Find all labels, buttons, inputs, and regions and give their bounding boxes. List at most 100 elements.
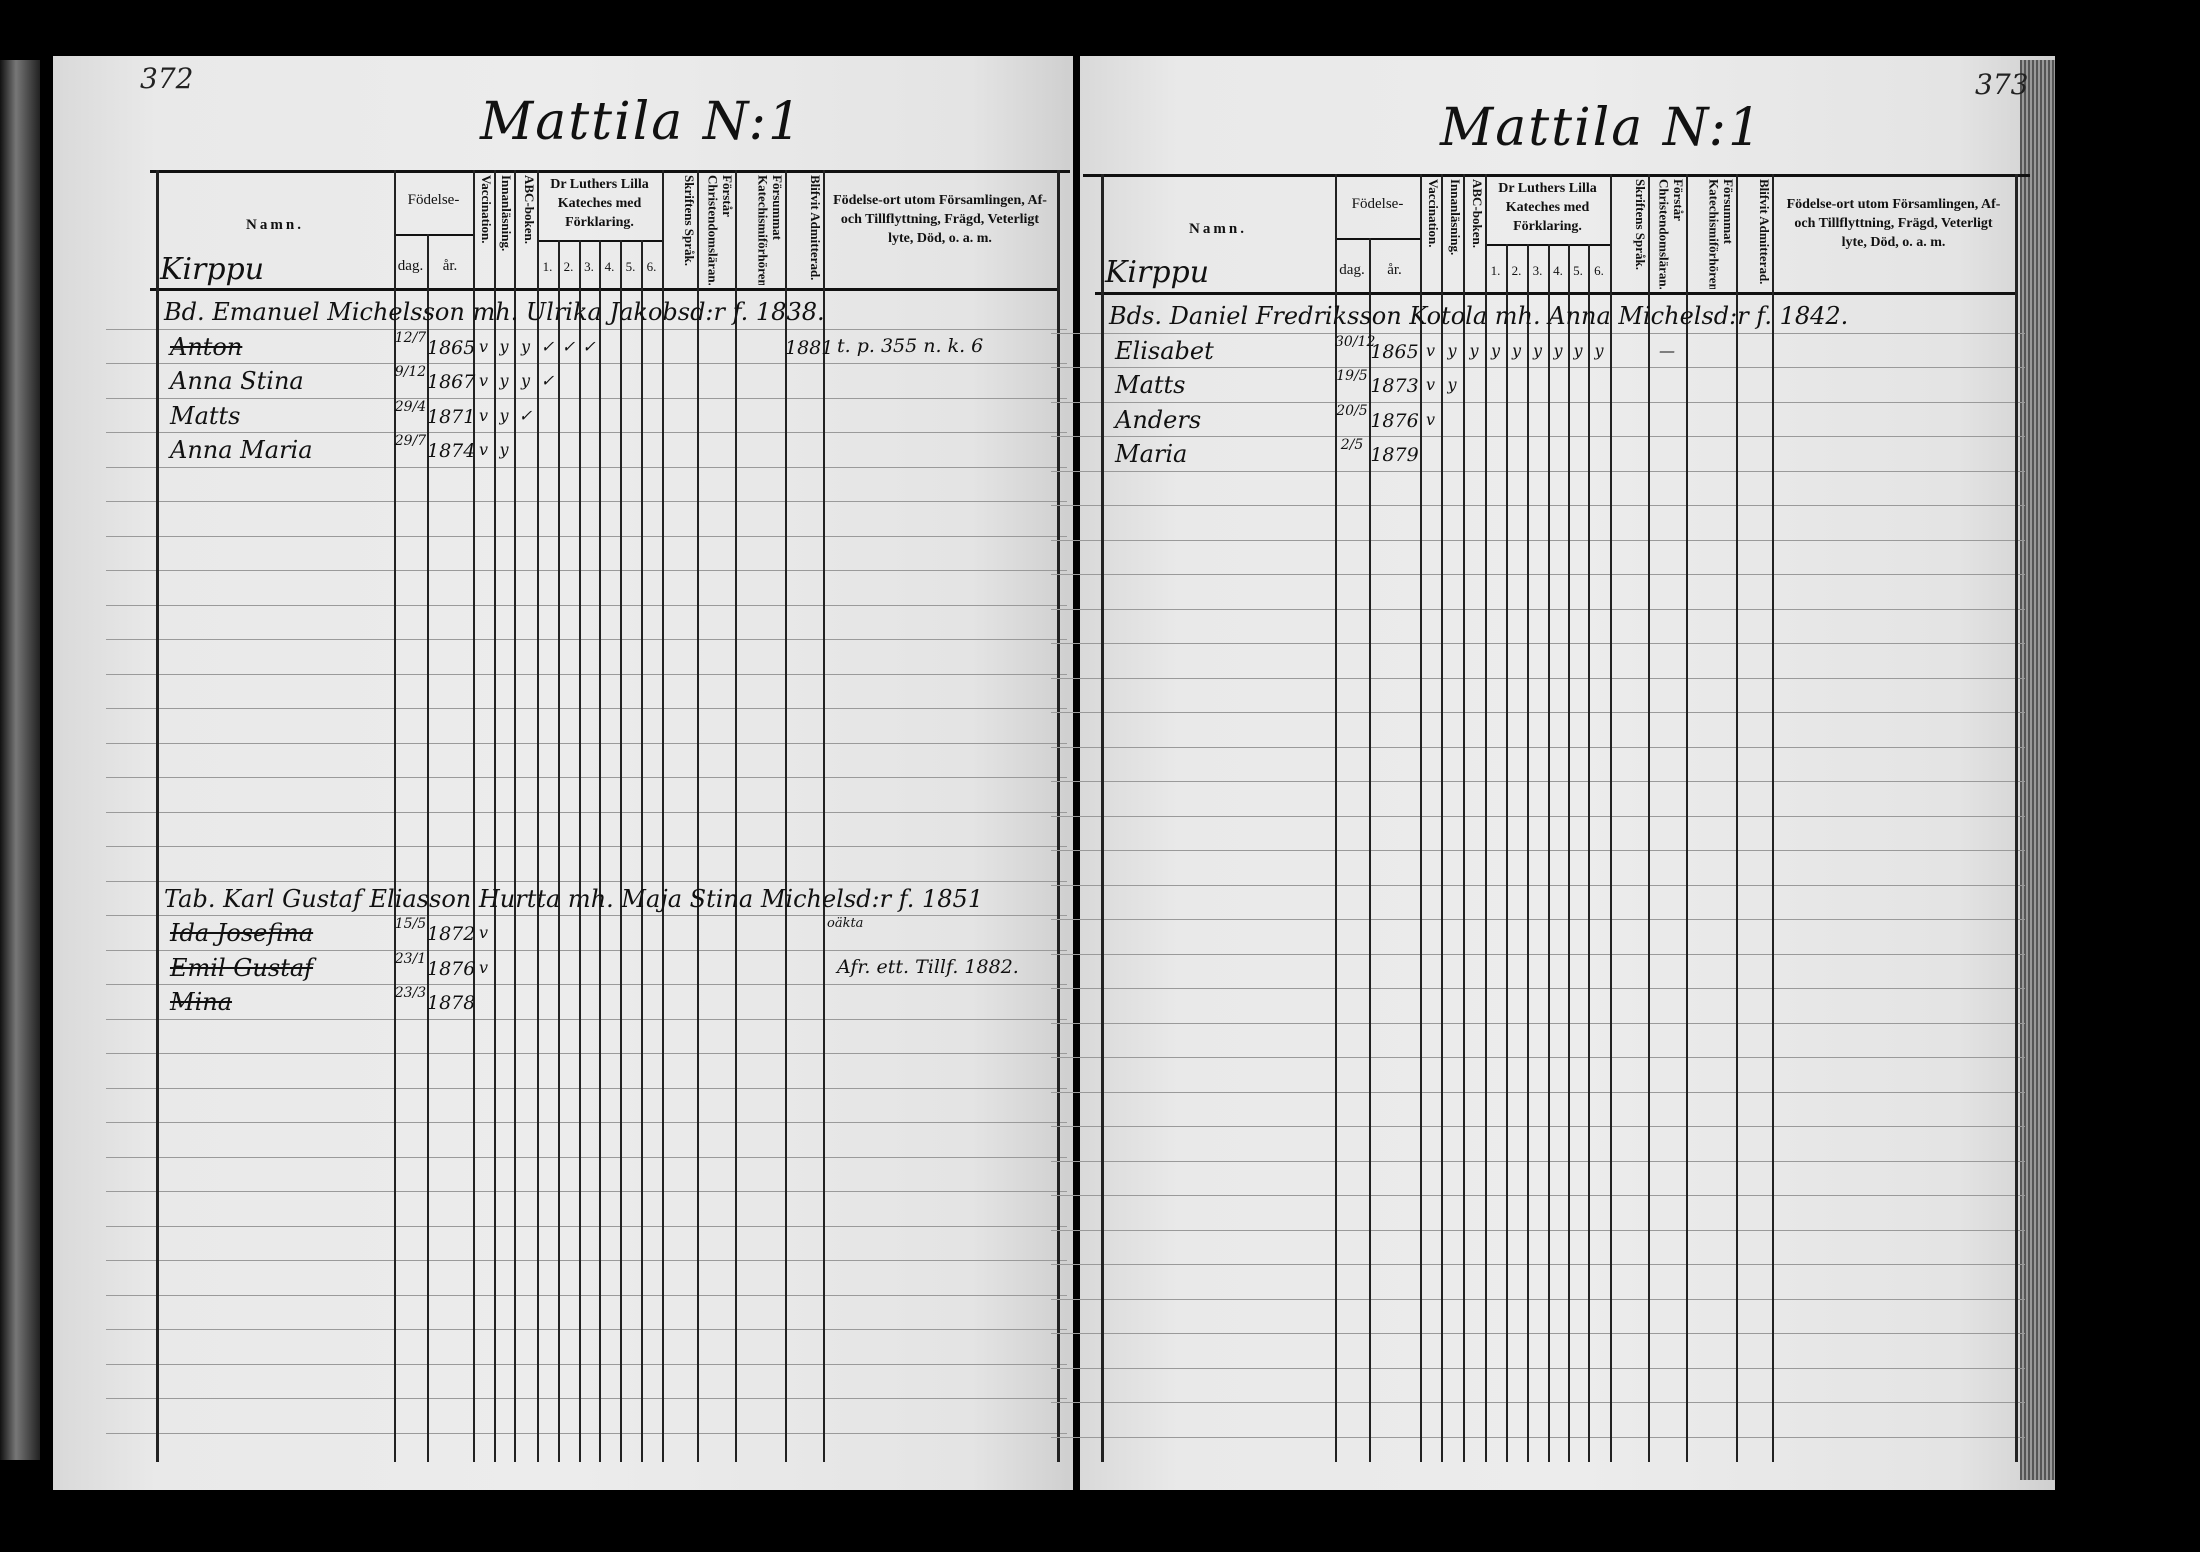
cell-c2: y <box>1511 340 1522 360</box>
household-line: Bd. Emanuel Michelsson mh. Ulrika Jakobs… <box>164 298 825 326</box>
header-abc: ABC-boken. <box>522 175 536 244</box>
row-line <box>1051 815 2025 817</box>
row-line <box>106 708 1067 709</box>
row-line <box>106 604 1067 606</box>
right-page <box>1080 56 2055 1490</box>
cell-c1: y <box>1490 340 1501 360</box>
row-line <box>106 1329 1067 1330</box>
row-line <box>106 397 1067 399</box>
fodelse-subline <box>1335 238 1420 240</box>
cell-abc: ✓ <box>518 405 533 425</box>
row-line <box>1051 367 2025 368</box>
row-line <box>106 639 1067 640</box>
cell-inn: y <box>1447 340 1457 360</box>
cell-c1: ✓ <box>540 336 555 356</box>
cell-vacc: v <box>1425 409 1436 429</box>
row-line <box>106 846 1067 847</box>
row-line <box>1051 1333 2025 1334</box>
header-ar: år. <box>442 258 458 274</box>
page-number: 372 <box>140 62 194 95</box>
person-name: Anna Stina <box>170 367 304 395</box>
household-line: Tab. Karl Gustaf Eliasson Hurtta mh. Maj… <box>164 884 984 913</box>
row-line <box>106 1156 1067 1158</box>
column-divider <box>473 170 475 1462</box>
header-fodelse: Födelse- <box>1351 196 1404 212</box>
column-divider <box>1485 174 1487 1462</box>
column-divider <box>620 240 622 1462</box>
header-forsummat: Försummat Katechismiförhören. <box>755 175 784 285</box>
birth-day-month: 9/12 <box>394 364 427 380</box>
row-line <box>1051 712 2025 713</box>
header-katekes-2: 2. <box>1511 263 1522 278</box>
header-forsummat: Försummat Katechismiförhören. <box>1706 179 1735 289</box>
household-subnote: oäkta <box>827 916 864 931</box>
row-line <box>106 1191 1067 1192</box>
row-line <box>106 363 1067 364</box>
cell-vacc: v <box>478 957 489 977</box>
cell-vacc: v <box>1425 375 1436 394</box>
row-line <box>106 501 1067 502</box>
left-page <box>53 56 1073 1490</box>
column-divider <box>514 170 516 1462</box>
column-divider <box>823 170 825 1462</box>
row-line <box>1051 1264 2025 1265</box>
column-divider <box>641 240 643 1462</box>
row-line <box>106 984 1067 985</box>
row-line <box>1051 643 2025 644</box>
row-line <box>1051 332 2025 334</box>
row-line <box>106 1260 1067 1261</box>
person-name: Matts <box>170 401 241 430</box>
cell-c3: y <box>1532 340 1543 360</box>
cell-ar: 1878 <box>427 992 476 1014</box>
row-line <box>1051 505 2025 506</box>
row-line <box>106 1432 1067 1434</box>
row-line <box>1051 884 2025 886</box>
cell-vacc: v <box>1425 340 1436 360</box>
column-divider <box>1548 244 1550 1462</box>
header-skrift: Skriftens Språk. <box>1633 179 1647 271</box>
birth-day-month: 23/1 <box>394 950 427 967</box>
row-line <box>106 777 1067 778</box>
column-divider <box>558 240 560 1462</box>
household-line: Bds. Daniel Fredriksson Kotola mh. Anna … <box>1109 302 1849 330</box>
row-line <box>1051 1436 2025 1438</box>
column-divider <box>662 170 664 1462</box>
cell-forstar: — <box>1659 340 1675 360</box>
row-line <box>1051 850 2025 851</box>
cell-vacc: v <box>478 440 489 459</box>
row-line <box>1051 1298 2025 1300</box>
row-line <box>1051 781 2025 782</box>
person-name: Anton <box>170 332 243 361</box>
cell-ar: 1874 <box>427 440 476 462</box>
column-divider <box>1772 174 1774 1462</box>
column-divider <box>579 240 581 1462</box>
cell-ar: 1879 <box>1370 444 1419 466</box>
person-name: Anders <box>1115 405 1202 434</box>
cell-inn: y <box>499 336 509 356</box>
cell-inn: y <box>499 440 509 459</box>
column-divider <box>1420 174 1422 1462</box>
cell-c6: y <box>1594 340 1604 360</box>
row-line <box>1051 608 2025 610</box>
column-divider <box>697 170 699 1462</box>
row-line <box>1051 401 2025 403</box>
cell-c1: ✓ <box>540 371 555 390</box>
header-notes: Födelse-ort utom Församlingen, Af- och T… <box>833 193 1047 246</box>
column-divider <box>1369 238 1371 1462</box>
row-line <box>106 328 1067 330</box>
cell-c2: ✓ <box>561 336 576 356</box>
header-vacc: Vaccination. <box>1426 179 1440 248</box>
column-divider <box>1648 174 1650 1462</box>
page-title: Mattila N:1 <box>480 92 804 152</box>
column-divider <box>1588 244 1590 1462</box>
birth-day-month: 23/3 <box>394 985 427 1001</box>
column-divider <box>1463 174 1465 1462</box>
row-line <box>1051 1126 2025 1127</box>
page-stack-edge <box>2020 60 2055 1480</box>
column-divider <box>537 170 539 1462</box>
column-divider <box>2015 174 2018 1462</box>
page-title: Mattila N:1 <box>1440 98 1764 158</box>
cell-abc: y <box>520 371 531 390</box>
column-divider <box>1527 244 1529 1462</box>
birth-day-month: 29/4 <box>394 398 427 415</box>
